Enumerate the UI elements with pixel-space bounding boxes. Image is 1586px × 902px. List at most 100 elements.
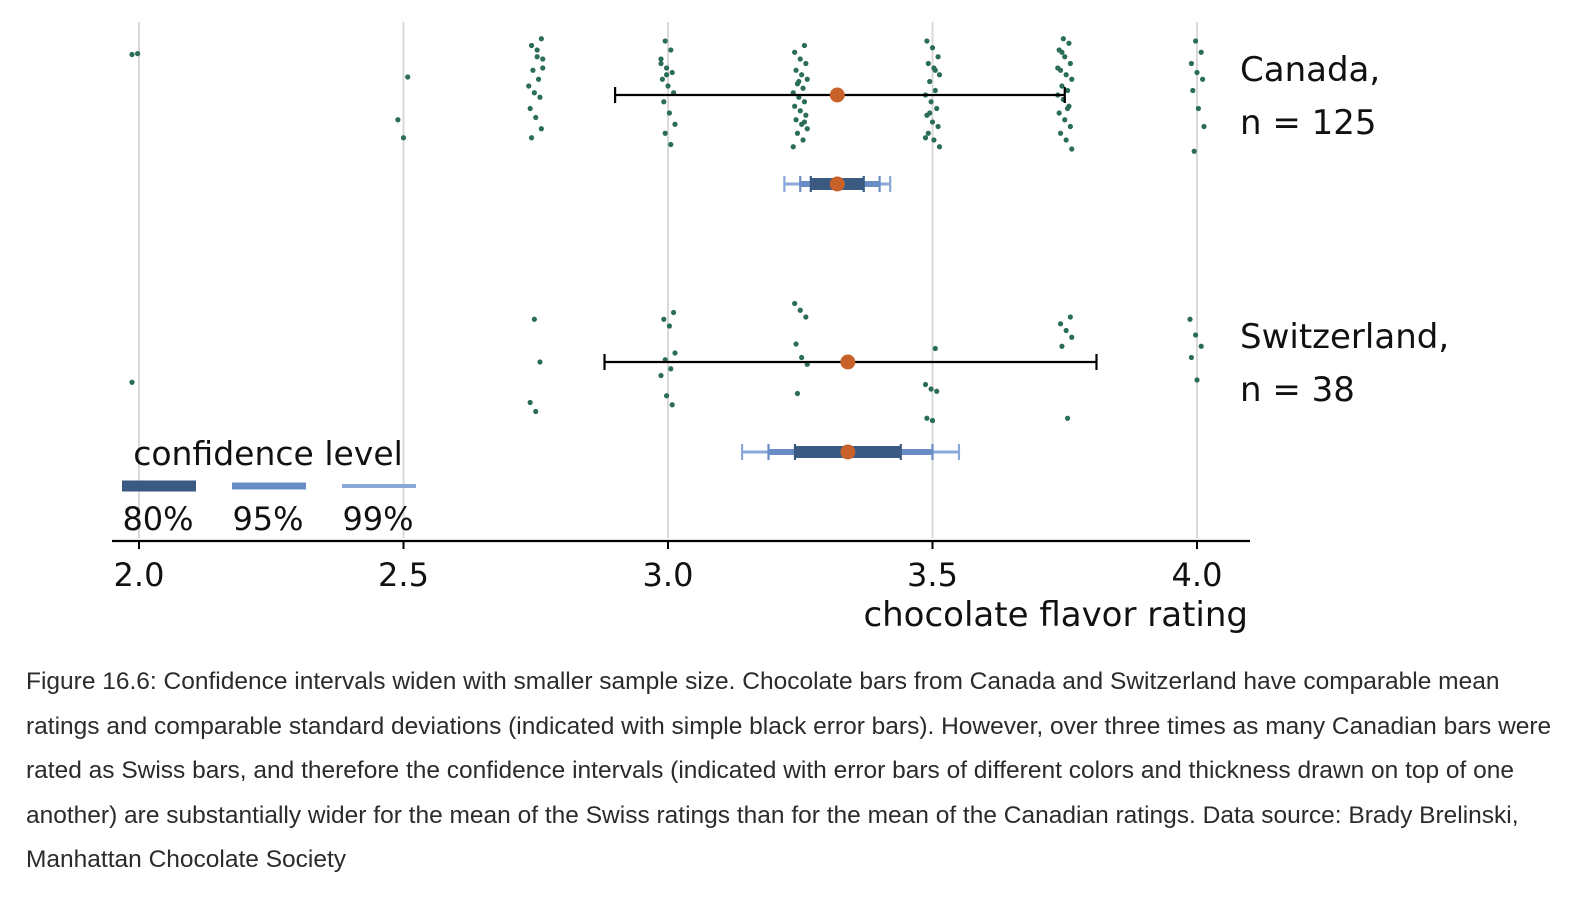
data-point bbox=[538, 36, 544, 42]
group-1: Switzerland, n = 38 bbox=[129, 300, 1449, 460]
group-0: Canada, n = 125 bbox=[129, 36, 1380, 192]
data-point bbox=[922, 135, 929, 141]
data-point bbox=[800, 85, 806, 91]
data-point bbox=[927, 78, 933, 85]
data-point bbox=[925, 60, 931, 67]
data-point bbox=[1194, 377, 1200, 383]
data-point bbox=[931, 137, 937, 143]
x-axis-ticks: 2.0 2.5 3.0 3.5 4.0 bbox=[114, 541, 1223, 594]
data-point bbox=[658, 60, 664, 67]
data-point bbox=[803, 112, 809, 118]
data-point bbox=[135, 51, 141, 57]
x-tick-label: 4.0 bbox=[1172, 556, 1223, 594]
data-point bbox=[929, 119, 936, 125]
data-point bbox=[800, 137, 806, 143]
data-point bbox=[669, 402, 675, 408]
data-point bbox=[924, 38, 930, 44]
data-point bbox=[794, 130, 801, 136]
data-point bbox=[1198, 343, 1204, 349]
legend-label: 80% bbox=[122, 500, 193, 538]
data-point bbox=[658, 372, 664, 379]
chart-figure: Canada, n = 125 Switzerland, n = 38 confide… bbox=[112, 22, 1449, 635]
data-point bbox=[1063, 327, 1069, 334]
data-point bbox=[1069, 76, 1075, 82]
data-point bbox=[932, 87, 938, 94]
data-point bbox=[1063, 137, 1069, 143]
data-point bbox=[804, 76, 810, 82]
data-point bbox=[533, 114, 539, 121]
mean-point bbox=[829, 87, 845, 103]
data-point bbox=[658, 56, 664, 62]
data-point bbox=[668, 47, 674, 53]
data-point bbox=[659, 76, 666, 82]
x-tick-label: 2.5 bbox=[378, 556, 429, 594]
ci-mean-point bbox=[829, 176, 845, 192]
data-point bbox=[1067, 123, 1073, 130]
data-point bbox=[671, 309, 677, 316]
data-point bbox=[538, 126, 544, 132]
data-point bbox=[1062, 54, 1068, 60]
data-point bbox=[405, 74, 411, 80]
data-point bbox=[1059, 49, 1065, 55]
data-point bbox=[664, 393, 670, 399]
data-point bbox=[1198, 49, 1204, 55]
data-point bbox=[1067, 60, 1073, 67]
x-tick-label: 3.0 bbox=[643, 556, 694, 594]
data-point bbox=[1067, 314, 1073, 320]
data-point bbox=[925, 130, 931, 136]
ci-mean-point bbox=[840, 444, 856, 460]
data-point bbox=[934, 388, 940, 394]
data-point bbox=[935, 123, 941, 130]
data-point bbox=[928, 99, 934, 105]
data-point bbox=[929, 45, 936, 51]
data-point bbox=[1060, 36, 1066, 42]
data-point bbox=[934, 105, 940, 112]
data-point bbox=[1057, 321, 1064, 327]
data-point bbox=[929, 417, 936, 424]
data-point bbox=[801, 119, 808, 125]
chart-groups: Canada, n = 125 Switzerland, n = 38 bbox=[129, 36, 1449, 460]
data-point bbox=[936, 72, 943, 78]
legend-label: 99% bbox=[342, 500, 413, 538]
data-point bbox=[531, 90, 537, 96]
data-point bbox=[932, 67, 938, 73]
data-point bbox=[662, 130, 668, 136]
data-point bbox=[1193, 332, 1199, 338]
data-point bbox=[1194, 69, 1200, 76]
data-point bbox=[395, 117, 401, 123]
data-point bbox=[672, 121, 678, 127]
data-point bbox=[665, 83, 671, 89]
data-point bbox=[1063, 72, 1069, 78]
data-point bbox=[936, 144, 943, 150]
data-point bbox=[668, 141, 674, 148]
group-sample-size: n = 38 bbox=[1240, 370, 1355, 410]
data-point bbox=[533, 408, 539, 415]
x-tick-label: 2.0 bbox=[114, 556, 165, 594]
data-point bbox=[537, 94, 543, 100]
data-point bbox=[797, 108, 803, 114]
data-point bbox=[1056, 110, 1062, 116]
data-point bbox=[793, 117, 799, 123]
data-point bbox=[1200, 76, 1206, 82]
data-point bbox=[1064, 415, 1071, 421]
data-point bbox=[528, 42, 535, 49]
data-point bbox=[666, 323, 673, 329]
data-point bbox=[792, 300, 798, 307]
data-point bbox=[664, 65, 670, 71]
group-label: Switzerland, bbox=[1240, 317, 1449, 357]
data-point bbox=[1069, 146, 1075, 152]
data-point bbox=[1193, 38, 1199, 44]
data-point bbox=[661, 99, 667, 105]
data-point bbox=[793, 341, 799, 347]
data-point bbox=[797, 307, 803, 313]
data-point bbox=[797, 56, 803, 62]
data-point bbox=[927, 110, 933, 116]
data-point bbox=[540, 56, 546, 62]
data-point bbox=[1055, 65, 1061, 71]
data-point bbox=[1064, 105, 1071, 112]
mean-point bbox=[840, 354, 856, 370]
data-point bbox=[794, 390, 801, 397]
figure-caption: Figure 16.6: Confidence intervals widen … bbox=[26, 668, 1552, 873]
data-point bbox=[540, 65, 546, 71]
group-label: Canada, bbox=[1240, 50, 1380, 90]
